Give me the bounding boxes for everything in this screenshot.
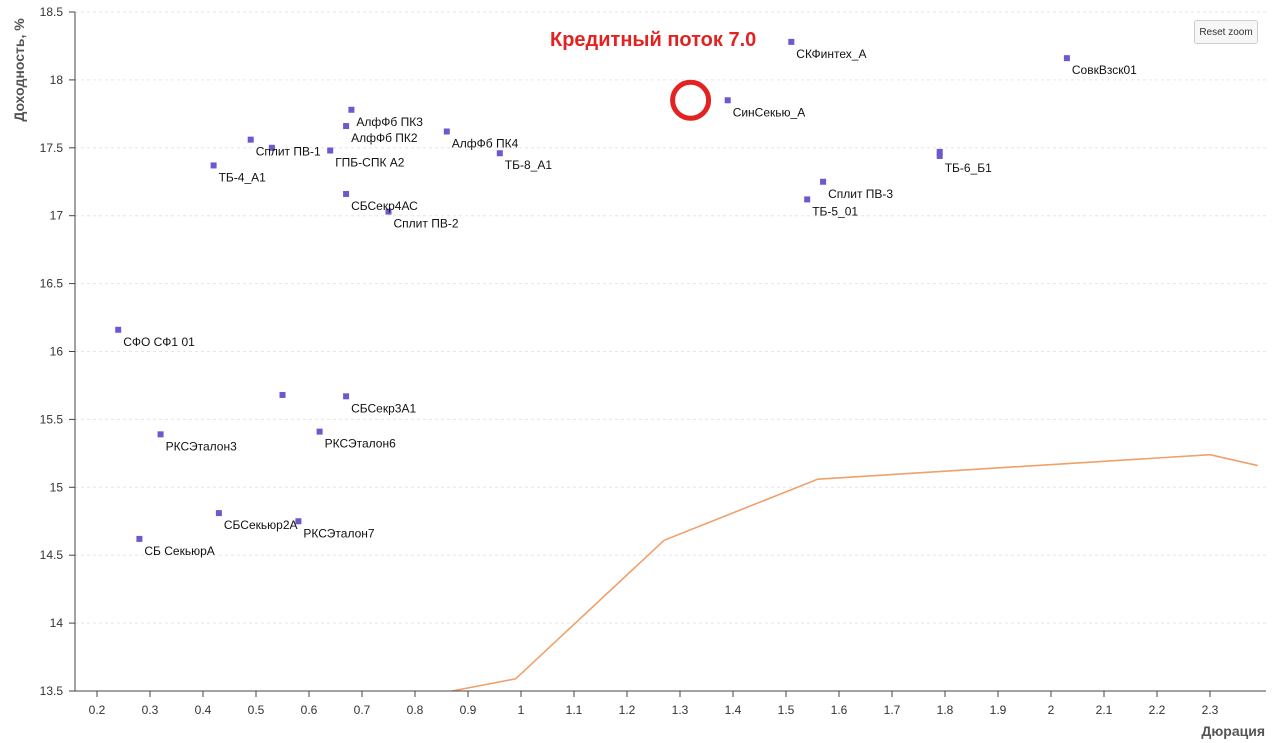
point-label: СФО СФ1 01	[123, 335, 195, 349]
data-point[interactable]	[295, 518, 302, 525]
data-point[interactable]	[936, 152, 943, 159]
x-tick-label: 1.7	[884, 703, 901, 717]
point-label: СБ СекьюрА	[144, 544, 214, 558]
point-label: АлфФб ПК2	[351, 131, 418, 145]
x-tick-label: 2.1	[1096, 703, 1113, 717]
data-point[interactable]	[157, 431, 164, 438]
x-axis-title: Дюрация	[1201, 723, 1265, 739]
data-point[interactable]	[385, 208, 392, 215]
y-axis-title: Доходность, %	[11, 18, 27, 122]
point-label: ТБ-6_Б1	[945, 161, 992, 175]
data-point[interactable]	[820, 178, 827, 185]
x-tick-label: 0.7	[354, 703, 371, 717]
y-tick-label: 14.5	[40, 548, 64, 562]
point-label: АлфФб ПК4	[452, 137, 519, 151]
data-point[interactable]	[210, 162, 217, 169]
x-tick-label: 2.2	[1149, 703, 1166, 717]
point-label: Сплит ПВ-3	[828, 187, 893, 201]
data-point[interactable]	[279, 391, 286, 398]
point-label: ГПБ-СПК А2	[335, 156, 405, 170]
points-layer	[115, 38, 1070, 542]
point-label: СБСекр4АС	[351, 199, 418, 213]
x-tick-label: 1.4	[725, 703, 742, 717]
point-label: СинСекью_А	[733, 105, 806, 119]
x-tick-label: 1.5	[778, 703, 795, 717]
yield-curve-line	[451, 453, 1258, 692]
data-point[interactable]	[268, 144, 275, 151]
x-tick-label: 1.2	[619, 703, 636, 717]
x-tick-label: 2.3	[1202, 703, 1219, 717]
x-tick-label: 0.9	[460, 703, 477, 717]
data-point[interactable]	[115, 326, 122, 333]
point-label: СБСекр3А1	[351, 401, 416, 415]
point-label: СКФинтех_А	[796, 47, 866, 61]
x-tick-label: 1.9	[990, 703, 1007, 717]
x-tick-label: 0.8	[407, 703, 424, 717]
point-label: РКСЭталон7	[303, 526, 374, 540]
reset-zoom-button[interactable]: Reset zoom	[1194, 20, 1258, 44]
x-tick-label: 0.5	[248, 703, 265, 717]
point-label: Сплит ПВ-2	[394, 217, 459, 231]
x-tick-label: 1.8	[937, 703, 954, 717]
data-point[interactable]	[443, 128, 450, 135]
y-tick-label: 17.5	[40, 141, 64, 155]
point-label: Сплит ПВ-1	[256, 145, 321, 159]
y-tick-label: 17	[50, 209, 64, 223]
x-tick-label: 1.6	[831, 703, 848, 717]
point-label: РКСЭталон6	[325, 437, 396, 451]
y-tick-label: 13.5	[40, 684, 64, 698]
data-point[interactable]	[343, 123, 350, 130]
y-tick-label: 15.5	[40, 412, 64, 426]
y-tick-label: 16	[50, 345, 64, 359]
data-point[interactable]	[724, 97, 731, 104]
data-point[interactable]	[936, 148, 943, 155]
point-label: СовкВзск01	[1072, 63, 1137, 77]
x-tick-label: 0.2	[89, 703, 106, 717]
yield-curve-layer	[451, 453, 1258, 692]
axes: 13.5 14 14.5 15 15.5 16 16.5 17 17.5 18 18.5 0.2 0.3…	[40, 5, 1266, 717]
data-point[interactable]	[496, 150, 503, 157]
point-labels-layer: СКФинтех_А СовкВзск01 СинСекью_А АлфФб ПК3 А…	[123, 47, 1137, 558]
x-tick-label: 1.1	[566, 703, 583, 717]
point-label: ТБ-5_01	[812, 204, 858, 218]
x-tick-label: 1	[518, 703, 525, 717]
point-label: РКСЭталон3	[166, 439, 237, 453]
data-point[interactable]	[136, 535, 143, 542]
highlight-marker	[670, 79, 712, 121]
x-tick-label: 2	[1048, 703, 1055, 717]
point-label: СБСекьюр2А	[224, 518, 298, 532]
chart-annotation: Кредитный поток 7.0	[550, 29, 756, 51]
data-point[interactable]	[788, 38, 795, 45]
data-point[interactable]	[316, 428, 323, 435]
point-label: АлфФб ПК3	[356, 115, 423, 129]
y-tick-label: 14	[50, 616, 64, 630]
point-label: ТБ-4_А1	[219, 170, 267, 184]
y-tick-label: 15	[50, 480, 64, 494]
data-point[interactable]	[343, 190, 350, 197]
data-point[interactable]	[343, 393, 350, 400]
y-tick-label: 16.5	[40, 277, 64, 291]
data-point[interactable]	[348, 106, 355, 113]
data-point[interactable]	[247, 136, 254, 143]
x-tick-label: 0.4	[195, 703, 212, 717]
x-tick-label: 1.3	[672, 703, 689, 717]
x-tick-label: 0.6	[301, 703, 318, 717]
data-point[interactable]	[215, 510, 222, 517]
x-tick-label: 0.3	[142, 703, 159, 717]
data-point[interactable]	[804, 196, 811, 203]
y-tick-label: 18	[50, 73, 64, 87]
y-tick-label: 18.5	[40, 5, 64, 19]
point-label: ТБ-8_А1	[505, 158, 553, 172]
gridlines	[75, 11, 1266, 692]
data-point[interactable]	[327, 147, 334, 154]
data-point[interactable]	[1063, 55, 1070, 62]
